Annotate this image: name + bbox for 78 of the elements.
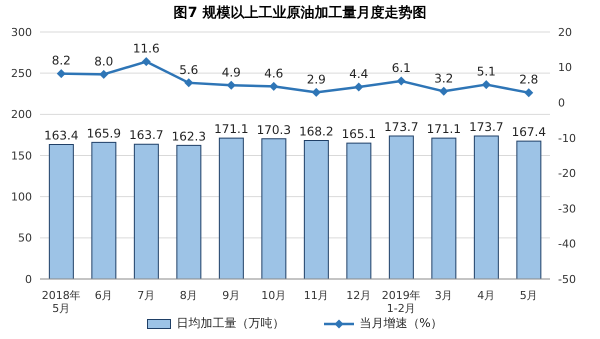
bar	[516, 140, 542, 279]
point	[312, 88, 321, 97]
data-label: 4.4	[349, 67, 368, 82]
y2-tick-label: 20	[558, 26, 572, 39]
x-tick-label: 9月	[222, 289, 240, 302]
x-tick-label: 6月	[94, 289, 113, 302]
data-label: 6.1	[392, 61, 411, 76]
data-label: 165.9	[86, 126, 122, 140]
y2-tick-label: 10	[558, 61, 572, 74]
data-label: 171.1	[426, 122, 462, 136]
point	[524, 88, 534, 98]
point	[99, 70, 108, 79]
legend-label: 日均加工量（万吨）	[175, 315, 284, 332]
point	[269, 82, 278, 91]
y2-tick-label: -30	[558, 202, 576, 216]
x-tick-label: 5月	[520, 289, 538, 302]
data-label: 8.0	[94, 54, 114, 68]
x-tick-label: 2018年 5月	[42, 289, 81, 315]
data-label: 167.4	[512, 125, 546, 140]
bar	[388, 135, 414, 279]
y2-tick-label: 0	[558, 96, 565, 110]
y-tick-label: 50	[18, 232, 32, 245]
legend-label: 当月增速（%）	[358, 315, 443, 332]
bar	[218, 138, 244, 279]
y-tick-label: 0	[25, 272, 32, 286]
data-label: 168.2	[299, 124, 334, 139]
bar	[261, 138, 286, 279]
x-tick-label: 2019年 1-2月	[382, 289, 421, 315]
y2-tick-label: -10	[558, 132, 576, 145]
x-tick-label: 12月	[346, 289, 372, 302]
data-label: 5.6	[179, 62, 198, 77]
data-label: 170.3	[256, 122, 292, 137]
data-label: 3.2	[434, 71, 454, 86]
point	[184, 78, 194, 88]
data-label: 5.1	[476, 64, 496, 79]
data-label: 163.4	[44, 128, 79, 142]
x-tick-label: 7月	[137, 289, 156, 302]
y2-tick-label: -40	[558, 238, 576, 251]
data-label: 2.9	[306, 72, 326, 86]
point	[396, 76, 406, 86]
data-label: 4.6	[264, 66, 284, 80]
y-tick-label: 200	[11, 108, 32, 122]
point	[142, 57, 151, 66]
x-tick-label: 4月	[477, 289, 496, 302]
point	[439, 86, 448, 96]
y-tick-label: 250	[11, 67, 32, 80]
data-label: 2.8	[519, 72, 538, 87]
x-tick-label: 3月	[434, 289, 453, 302]
data-label: 171.1	[214, 122, 249, 136]
y2-tick-label: -50	[558, 272, 576, 286]
y-tick-label: 100	[11, 190, 32, 204]
bar	[431, 138, 456, 279]
data-label: 4.9	[222, 65, 241, 80]
bar	[48, 144, 74, 279]
data-label: 173.7	[469, 120, 504, 134]
y2-tick-label: -20	[558, 167, 576, 180]
data-label: 163.7	[129, 128, 164, 142]
data-label: 8.2	[52, 54, 71, 68]
chart-title: 图7 规模以上工业原油加工量月度走势图	[172, 4, 428, 23]
bar	[474, 135, 499, 279]
bar	[176, 144, 202, 279]
data-label: 173.7	[384, 120, 419, 134]
y-tick-label: 300	[11, 26, 32, 39]
x-tick-label: 10月	[261, 289, 286, 302]
bar	[346, 142, 372, 279]
point	[226, 80, 236, 90]
data-label: 11.6	[132, 42, 160, 56]
point	[56, 69, 66, 78]
data-label: 165.1	[342, 127, 376, 142]
bar	[91, 142, 116, 279]
bar	[304, 140, 329, 279]
x-tick-label: 8月	[180, 289, 198, 302]
y-tick-label: 150	[11, 149, 32, 162]
x-tick-label: 11月	[304, 289, 329, 302]
point	[482, 80, 491, 90]
point	[354, 82, 364, 92]
data-label: 162.3	[172, 129, 206, 144]
bar	[134, 144, 159, 279]
